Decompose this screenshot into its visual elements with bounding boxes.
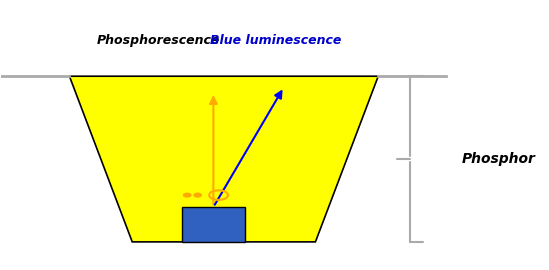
Text: Blue luminescence: Blue luminescence <box>210 34 342 47</box>
Bar <box>182 207 245 242</box>
Circle shape <box>194 193 201 197</box>
Text: Phosphor: Phosphor <box>462 152 536 166</box>
Circle shape <box>183 193 191 197</box>
Text: Phosphorescence: Phosphorescence <box>97 34 220 47</box>
Polygon shape <box>69 76 378 242</box>
